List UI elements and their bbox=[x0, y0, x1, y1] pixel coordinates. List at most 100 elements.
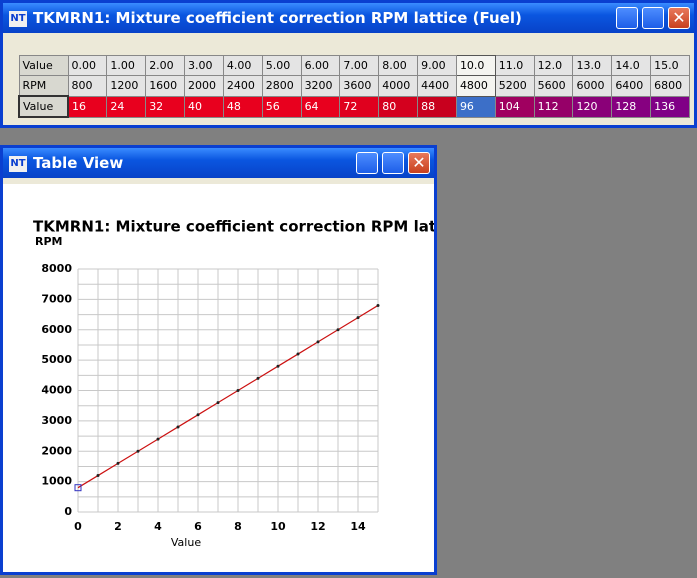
data-point bbox=[376, 303, 380, 307]
table-row: RPM 800 1200 1600 2000 2400 2800 3200 3600 4000 44… bbox=[18, 75, 690, 97]
window-title: TKMRN1: Mixture coefficient correction R… bbox=[33, 9, 522, 27]
data-point bbox=[136, 449, 140, 453]
table-cell[interactable]: 1200 bbox=[106, 75, 147, 97]
y-tick-label: 2000 bbox=[41, 444, 72, 457]
minimize-button[interactable] bbox=[616, 7, 638, 29]
table-view-window: NT Table View ✕ TKMRN1: Mixture coefficie… bbox=[0, 145, 437, 575]
table-cell[interactable]: 1600 bbox=[145, 75, 186, 97]
table-cell[interactable]: 8.00 bbox=[378, 55, 419, 76]
data-point bbox=[276, 364, 280, 368]
y-tick-label: 5000 bbox=[41, 353, 72, 366]
table-cell[interactable]: 800 bbox=[67, 75, 108, 97]
x-tick-label: 8 bbox=[234, 520, 242, 533]
data-line bbox=[77, 304, 379, 489]
table-cell[interactable]: 6800 bbox=[650, 75, 690, 97]
table-cell[interactable]: 56 bbox=[261, 95, 302, 118]
table-cell[interactable]: 16 bbox=[67, 95, 108, 118]
table-cell[interactable]: 4.00 bbox=[222, 55, 263, 76]
row-header: RPM bbox=[18, 75, 69, 97]
table-cell[interactable]: 5200 bbox=[494, 75, 535, 97]
table-row: Value 16 24 32 40 48 56 64 72 80 88 96 104 112 120 128 1… bbox=[18, 95, 690, 118]
data-point bbox=[236, 389, 240, 392]
y-tick-label: 1000 bbox=[41, 475, 72, 488]
data-point bbox=[256, 376, 260, 380]
table-cell[interactable]: 3.00 bbox=[184, 55, 224, 76]
table-cell[interactable]: 112 bbox=[533, 95, 574, 118]
row-header: Value bbox=[18, 55, 69, 76]
table-cell[interactable]: 12.0 bbox=[533, 55, 574, 76]
table-cell[interactable]: 48 bbox=[222, 95, 263, 118]
table-cell[interactable]: 14.0 bbox=[611, 55, 652, 76]
y-tick-label: 6000 bbox=[41, 323, 72, 336]
close-button[interactable]: ✕ bbox=[668, 7, 690, 29]
y-tick-label: 3000 bbox=[41, 414, 72, 427]
table-cell[interactable]: 32 bbox=[145, 95, 186, 118]
table-cell[interactable]: 4000 bbox=[378, 75, 419, 97]
y-tick-label: 7000 bbox=[41, 292, 72, 305]
window-title: Table View bbox=[33, 154, 124, 172]
table-cell[interactable]: 4400 bbox=[417, 75, 457, 97]
table-cell[interactable]: 136 bbox=[650, 95, 690, 118]
table-cell[interactable]: 1.00 bbox=[106, 55, 147, 76]
chart: TKMRN1: Mixture coefficient correction R… bbox=[33, 218, 434, 550]
data-point bbox=[296, 352, 300, 356]
x-axis-label: Value bbox=[171, 536, 201, 549]
maximize-button[interactable] bbox=[642, 7, 664, 29]
table-cell[interactable]: 4800 bbox=[455, 75, 496, 97]
table-cell[interactable]: 80 bbox=[378, 95, 419, 118]
y-tick-label: 4000 bbox=[41, 384, 72, 397]
table-cell[interactable]: 9.00 bbox=[417, 55, 457, 76]
x-tick-label: 2 bbox=[114, 520, 122, 533]
x-tick-label: 6 bbox=[194, 520, 202, 533]
table-cell[interactable]: 5.00 bbox=[261, 55, 302, 76]
x-tick-label: 12 bbox=[310, 520, 325, 533]
table-cell[interactable]: 2800 bbox=[261, 75, 302, 97]
table-cell[interactable]: 11.0 bbox=[494, 55, 535, 76]
maximize-button[interactable] bbox=[382, 152, 404, 174]
table-cell[interactable]: 3200 bbox=[300, 75, 341, 97]
table-cell[interactable]: 2400 bbox=[222, 75, 263, 97]
row-header: Value bbox=[18, 95, 69, 118]
minimize-button[interactable] bbox=[356, 152, 378, 174]
table-cell[interactable]: 40 bbox=[184, 95, 224, 118]
table-cell[interactable]: 72 bbox=[339, 95, 380, 118]
x-tick-label: 10 bbox=[270, 520, 286, 533]
table-cell[interactable]: 2.00 bbox=[145, 55, 186, 76]
table-cell[interactable]: 15.0 bbox=[650, 55, 690, 76]
title-bar: NT TKMRN1: Mixture coefficient correction… bbox=[3, 3, 694, 33]
data-point bbox=[116, 461, 120, 465]
y-tick-label: 8000 bbox=[41, 262, 72, 275]
table-cell[interactable]: 120 bbox=[572, 95, 613, 118]
table-cell[interactable]: 6400 bbox=[611, 75, 652, 97]
table-cell[interactable]: 5600 bbox=[533, 75, 574, 97]
chart-area: TKMRN1: Mixture coefficient correction R… bbox=[3, 178, 434, 578]
data-point bbox=[96, 474, 100, 478]
data-point bbox=[216, 401, 220, 405]
lattice-window: NT TKMRN1: Mixture coefficient correction… bbox=[0, 0, 697, 128]
table-cell[interactable]: 104 bbox=[494, 95, 535, 118]
data-point bbox=[356, 316, 360, 320]
lattice-table: Value 0.00 1.00 2.00 3.00 4.00 5.00 6.00 7.00 8.0… bbox=[18, 55, 690, 118]
y-axis-label: RPM bbox=[35, 235, 62, 248]
table-cell[interactable]: 10.0 bbox=[455, 55, 496, 76]
table-cell[interactable]: 6.00 bbox=[300, 55, 341, 76]
table-cell[interactable]: 24 bbox=[106, 95, 147, 118]
table-cell[interactable]: 88 bbox=[417, 95, 457, 118]
x-tick-label: 4 bbox=[154, 520, 162, 533]
data-point bbox=[316, 340, 320, 344]
table-cell[interactable]: 13.0 bbox=[572, 55, 613, 76]
y-tick-label: 0 bbox=[64, 505, 72, 518]
chart-title: TKMRN1: Mixture coefficient correction R… bbox=[33, 218, 434, 236]
table-cell[interactable]: 2000 bbox=[184, 75, 224, 97]
table-cell[interactable]: 64 bbox=[300, 95, 341, 118]
close-button[interactable]: ✕ bbox=[408, 152, 430, 174]
table-row: Value 0.00 1.00 2.00 3.00 4.00 5.00 6.00 7.00 8.0… bbox=[18, 55, 690, 76]
table-cell[interactable]: 6000 bbox=[572, 75, 613, 97]
table-cell[interactable]: 3600 bbox=[339, 75, 380, 97]
table-cell[interactable]: 0.00 bbox=[67, 55, 108, 76]
data-point bbox=[156, 437, 160, 441]
table-cell[interactable]: 128 bbox=[611, 95, 652, 118]
table-cell[interactable]: 96 bbox=[455, 95, 496, 118]
table-cell[interactable]: 7.00 bbox=[339, 55, 380, 76]
